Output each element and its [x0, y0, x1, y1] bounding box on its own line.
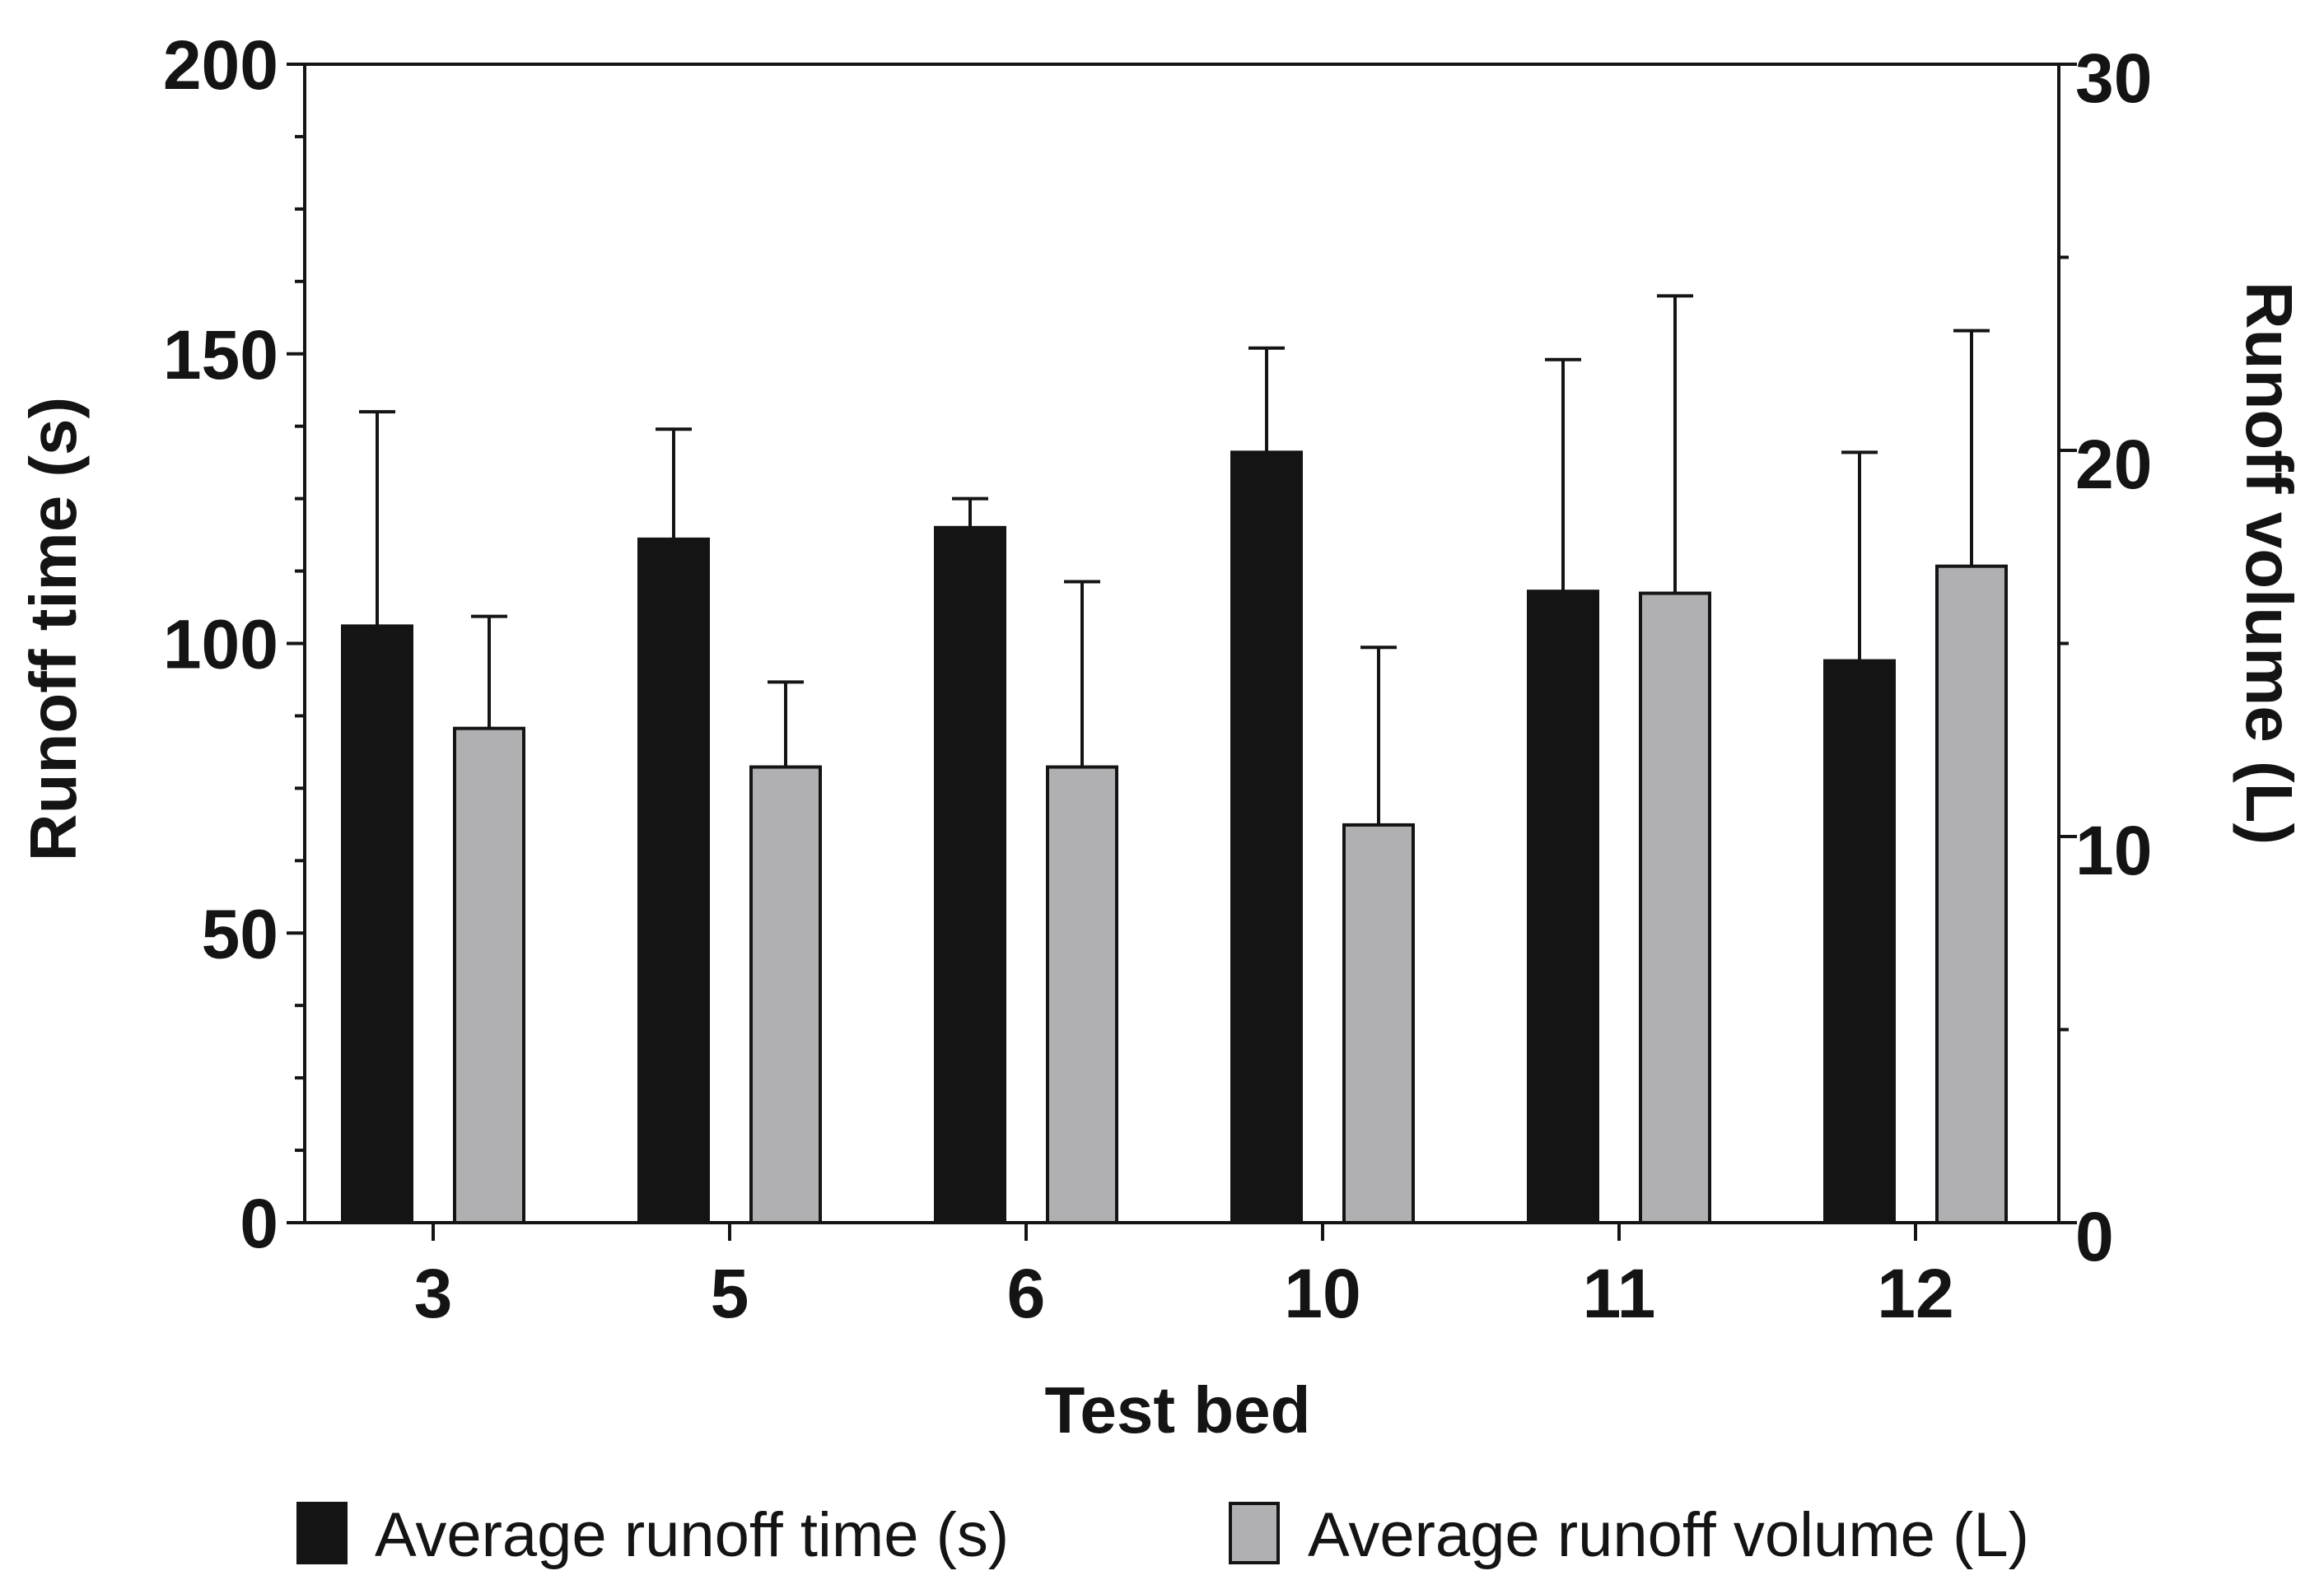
bar-volume-10	[1342, 823, 1415, 1224]
axes-layer: 0 50 100 150 200 0 10 20 30 3 5 6 10 11 12	[163, 26, 2153, 1332]
legend: Average runoff time (s) Average runoff v…	[296, 1500, 2029, 1570]
x-axis-title: Test bed	[1044, 1373, 1310, 1447]
bar-volume-12	[1935, 564, 2008, 1224]
bar-time-10	[1230, 450, 1303, 1224]
y2-tick-label-0: 0	[2075, 1198, 2114, 1275]
bar-volume-5	[749, 765, 822, 1224]
x-tick-label-12: 12	[1877, 1255, 1953, 1332]
y-axis-title: Runoff time (s)	[16, 397, 90, 861]
bar-volume-3	[453, 726, 525, 1224]
bar-time-3	[341, 624, 413, 1224]
x-tick-label-6: 6	[1007, 1255, 1046, 1332]
y2-tick-label-30: 30	[2075, 40, 2152, 117]
bars-layer	[341, 450, 2008, 1224]
bar-time-11	[1527, 590, 1599, 1224]
y2-tick-label-10: 10	[2075, 812, 2152, 889]
y-tick-label-200: 200	[163, 26, 278, 104]
x-tick-label-5: 5	[711, 1255, 749, 1332]
legend-label-runoff-volume: Average runoff volume (L)	[1308, 1500, 2029, 1570]
legend-label-runoff-time: Average runoff time (s)	[375, 1500, 1009, 1570]
y-tick-label-50: 50	[202, 895, 278, 972]
y-tick-label-0: 0	[240, 1185, 278, 1262]
x-tick-label-3: 3	[414, 1255, 453, 1332]
legend-swatch-runoff-volume	[1229, 1502, 1280, 1564]
x-tick-label-10: 10	[1284, 1255, 1360, 1332]
legend-swatch-runoff-time	[296, 1502, 348, 1564]
y-tick-label-150: 150	[163, 316, 278, 394]
bar-time-12	[1823, 659, 1896, 1224]
bar-volume-11	[1639, 591, 1711, 1224]
y-tick-label-100: 100	[163, 606, 278, 683]
y2-axis-title: Runoff volume (L)	[2233, 282, 2306, 845]
bar-time-5	[637, 537, 710, 1224]
error-bars-layer	[359, 294, 1990, 825]
bar-time-6	[934, 525, 1006, 1224]
x-tick-label-11: 11	[1583, 1255, 1656, 1332]
y2-tick-label-20: 20	[2075, 426, 2152, 503]
bar-volume-6	[1046, 765, 1118, 1224]
